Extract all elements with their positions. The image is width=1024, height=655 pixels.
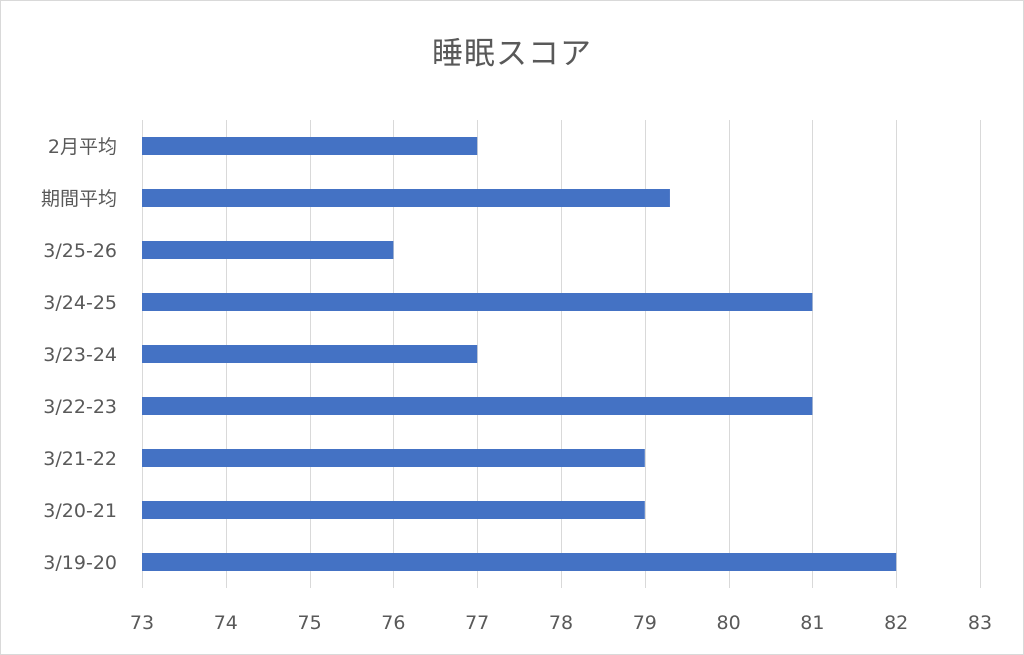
x-tick-label-81: 81: [800, 612, 824, 634]
category-label-5: 3/24-25: [43, 292, 117, 314]
category-label-3: 3/22-23: [43, 396, 117, 418]
x-tick-label-73: 73: [130, 612, 154, 634]
x-tick-label-76: 76: [381, 612, 405, 634]
category-label-7: 期間平均: [41, 188, 117, 210]
bar-2: [142, 449, 645, 467]
chart-title: 睡眠スコア: [432, 36, 592, 72]
bar-8: [142, 137, 478, 155]
x-tick-label-83: 83: [968, 612, 992, 634]
x-tick-label-79: 79: [633, 612, 657, 634]
bar-4: [142, 345, 478, 363]
category-label-2: 3/21-22: [43, 448, 117, 470]
x-tick-label-78: 78: [549, 612, 573, 634]
category-label-6: 3/25-26: [43, 240, 117, 262]
x-tick-label-80: 80: [717, 612, 741, 634]
bar-0: [142, 553, 897, 571]
category-label-4: 3/23-24: [43, 344, 117, 366]
x-tick-label-82: 82: [884, 612, 908, 634]
x-tick-label-75: 75: [298, 612, 322, 634]
x-tick-label-74: 74: [214, 612, 238, 634]
bar-7: [142, 189, 670, 207]
bar-3: [142, 397, 813, 415]
bar-1: [142, 501, 645, 519]
x-tick-label-77: 77: [465, 612, 489, 634]
bar-5: [142, 293, 813, 311]
category-label-0: 3/19-20: [43, 552, 117, 574]
bar-6: [142, 241, 394, 259]
category-label-1: 3/20-21: [43, 500, 117, 522]
category-label-8: 2月平均: [48, 136, 117, 158]
